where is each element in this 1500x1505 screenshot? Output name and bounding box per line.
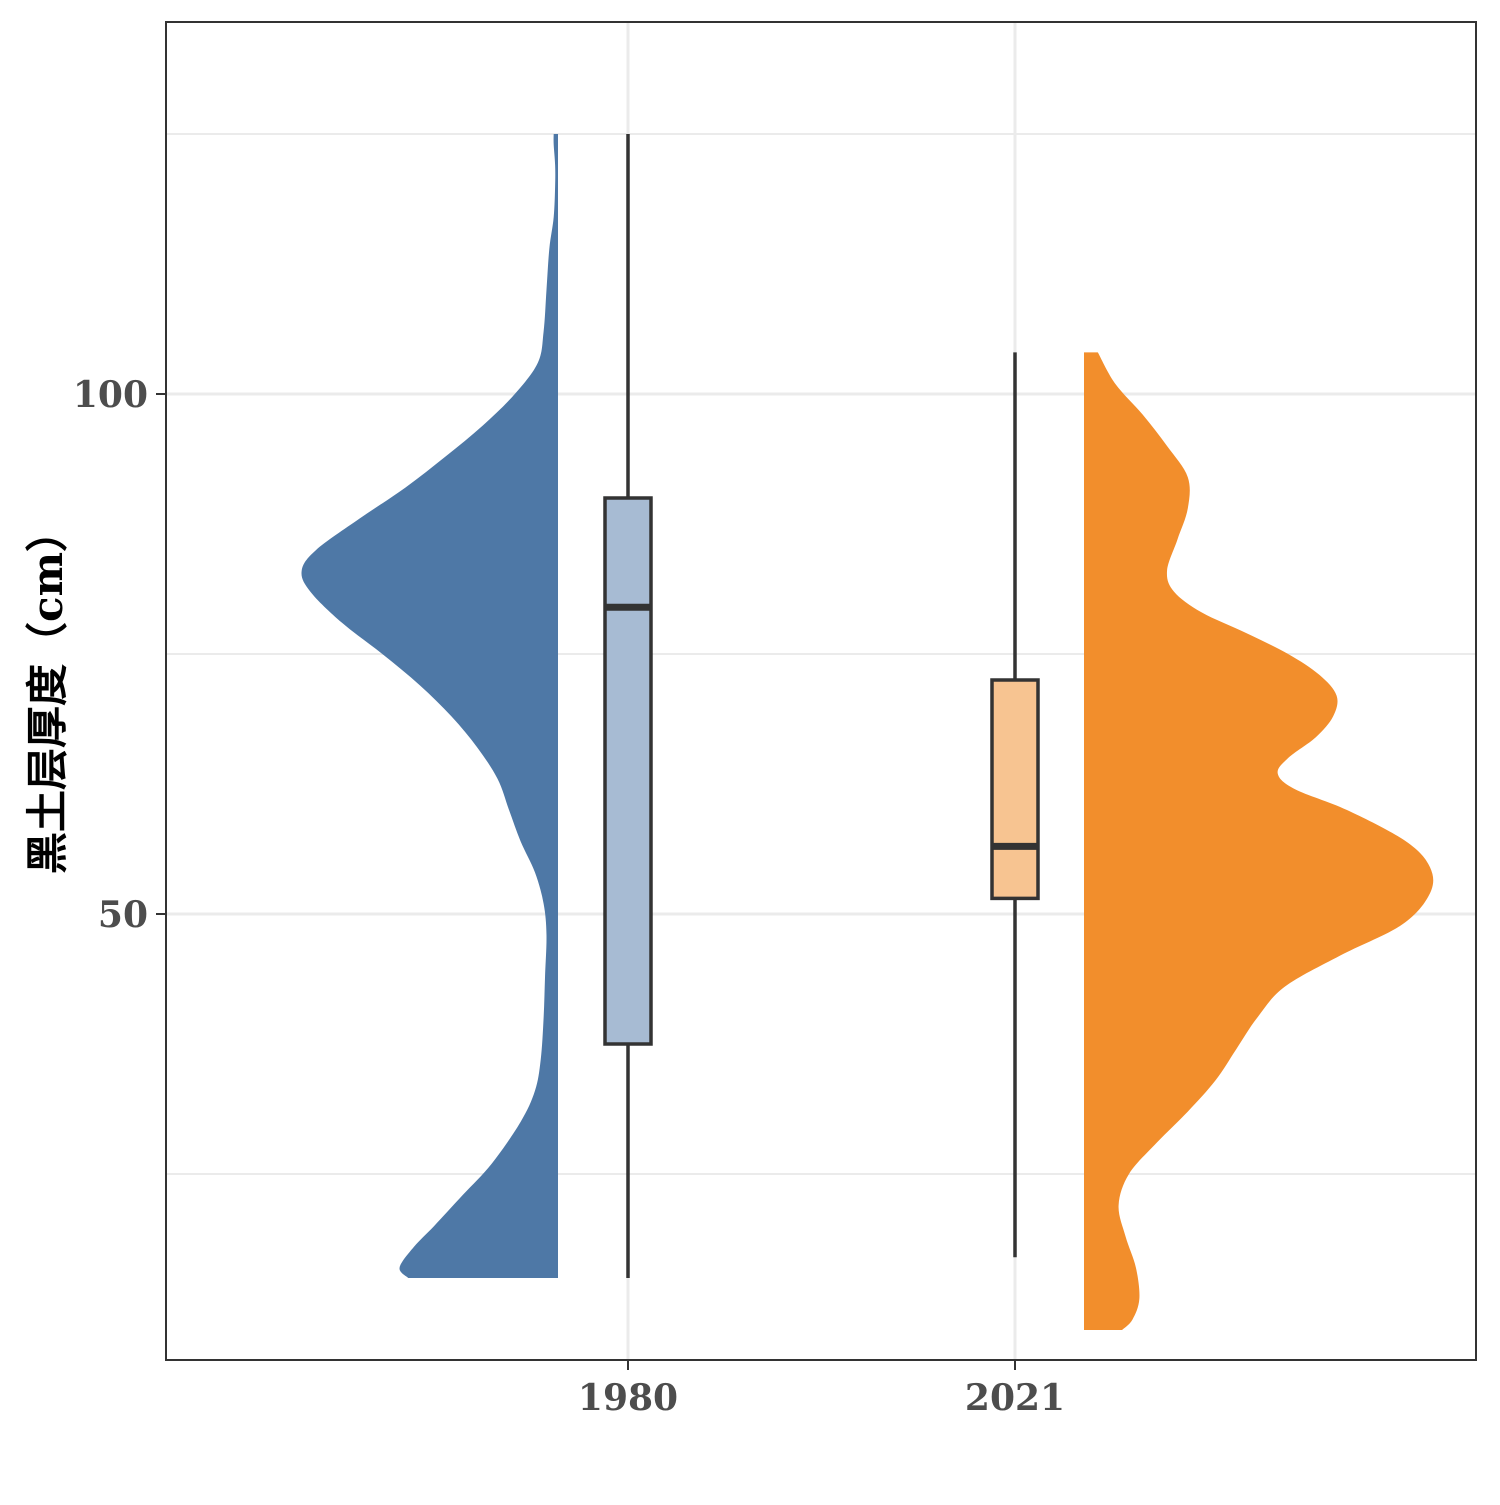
- density-2021: [1084, 352, 1434, 1330]
- y-axis-title: 黑土层厚度（cm）: [23, 510, 72, 874]
- x-tick-label: 2021: [965, 1377, 1065, 1419]
- box-2021: [990, 678, 1040, 901]
- panel-border: [165, 21, 1477, 1361]
- y-tick-label: 100: [73, 374, 148, 416]
- y-tick-label: 50: [98, 894, 148, 936]
- axis-layer: 50 100 1980 2021: [73, 374, 1065, 1419]
- box-1980: [603, 496, 653, 1046]
- density-1980: [301, 134, 558, 1278]
- density-layer: [301, 134, 1434, 1330]
- boxplot-layer: [603, 134, 1040, 1278]
- x-tick-label: 1980: [578, 1377, 678, 1419]
